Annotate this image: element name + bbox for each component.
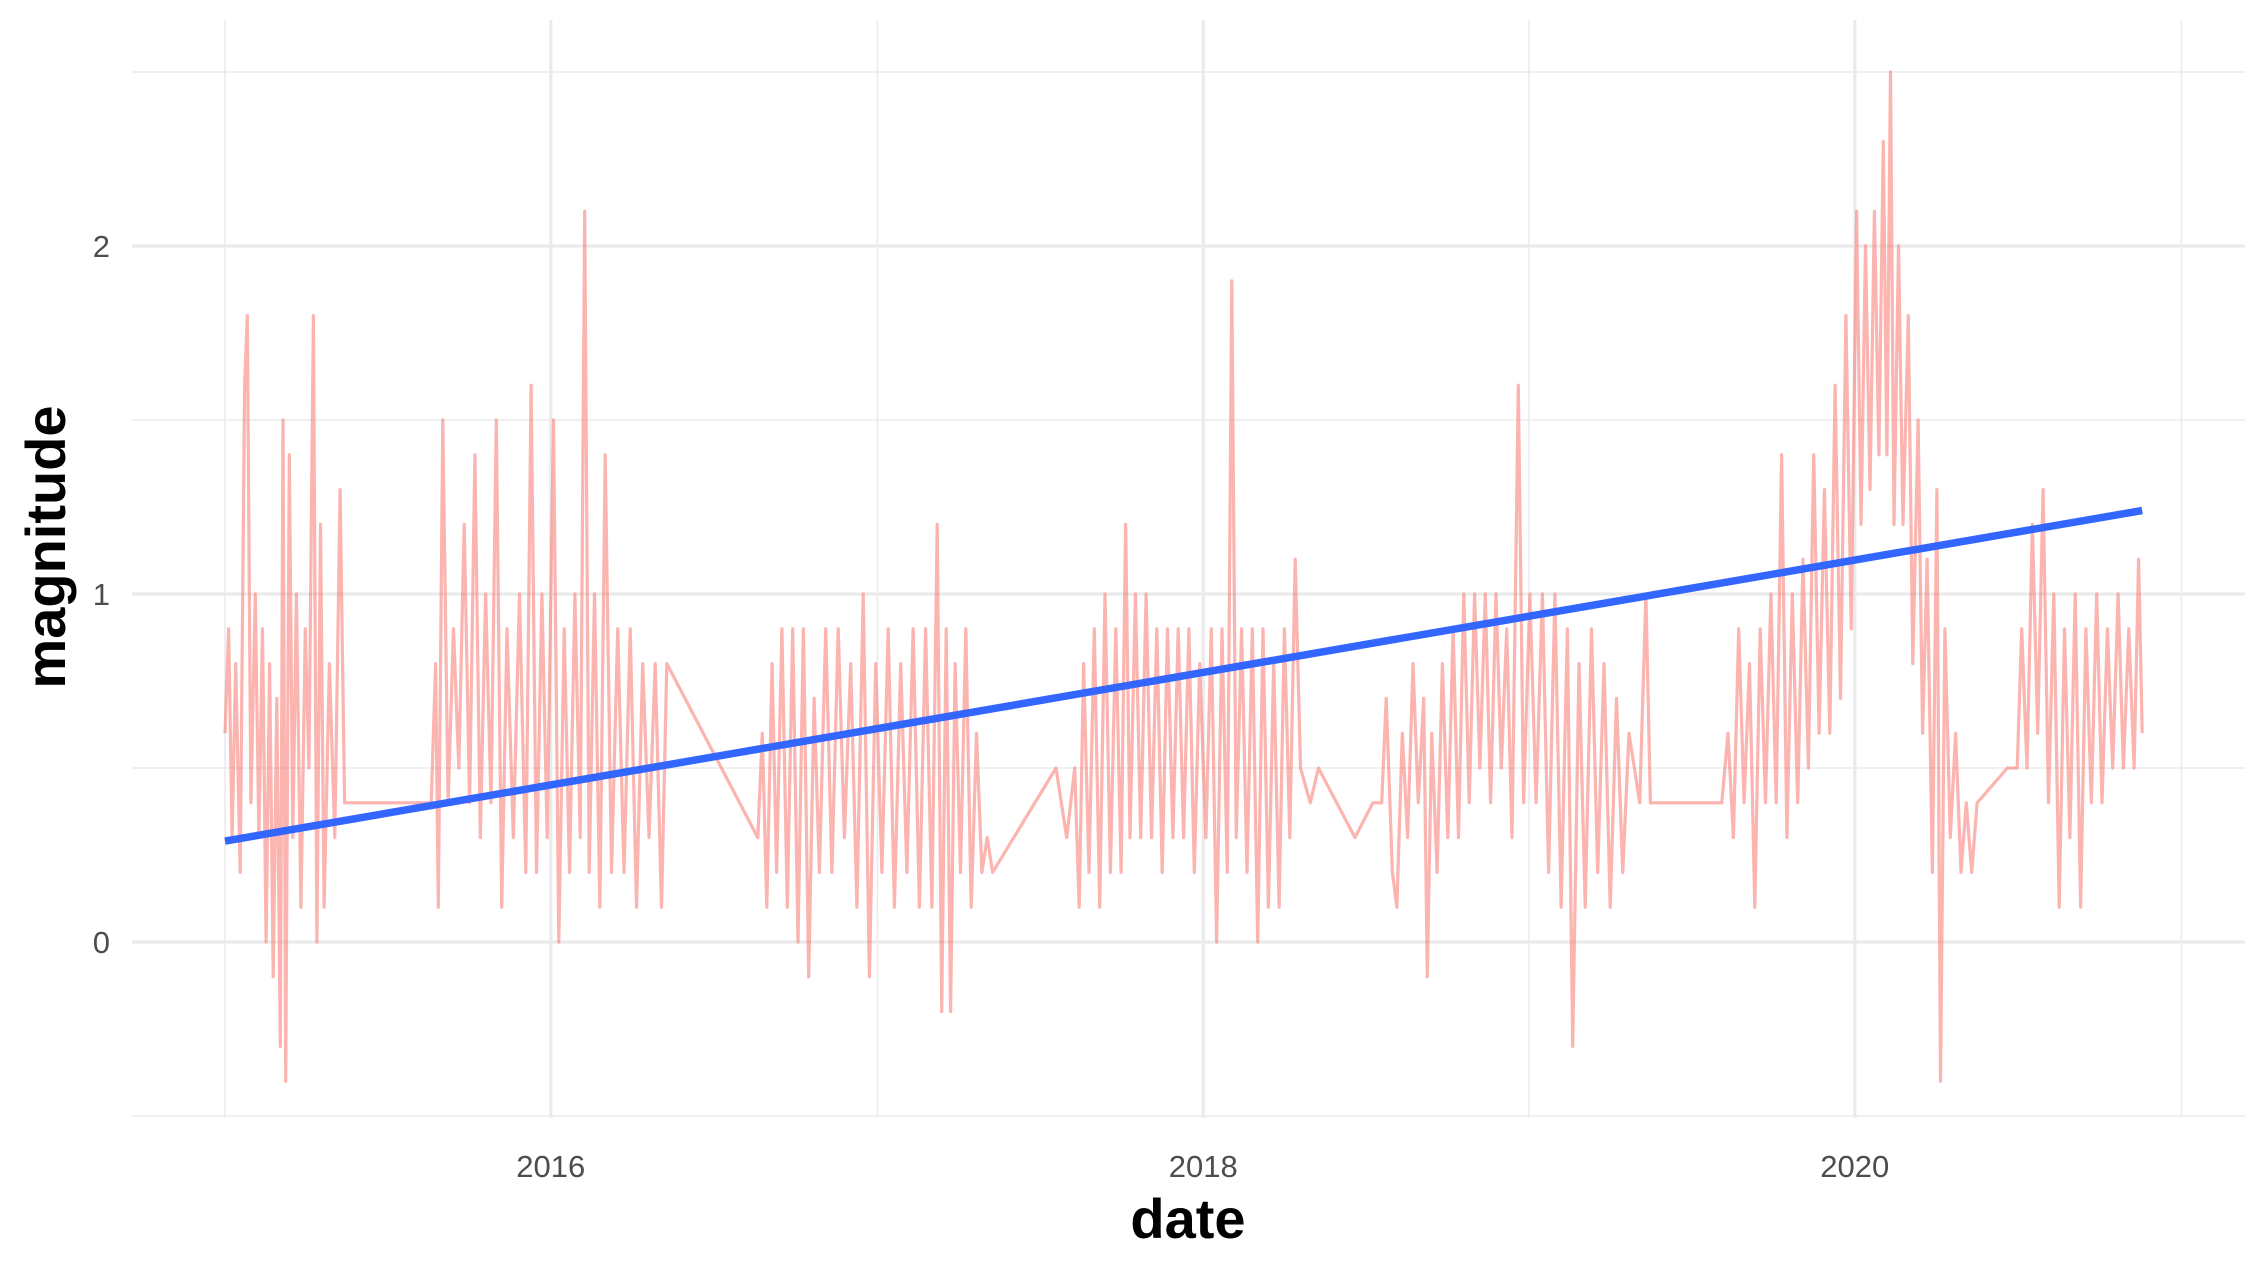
magnitude-series-line (223, 70, 2144, 1083)
x-axis-title: date (1130, 1187, 1245, 1250)
y-tick-labels: 0 1 2 (93, 229, 110, 960)
x-tick-labels: 2016 2018 2020 (516, 1149, 1889, 1184)
trend-line (224, 506, 2143, 845)
x-tick-label: 2016 (516, 1149, 585, 1184)
y-tick-label: 2 (93, 229, 110, 264)
x-tick-label: 2020 (1820, 1149, 1889, 1184)
series-layer (223, 70, 2144, 1083)
trend-layer (224, 506, 2143, 845)
y-tick-label: 0 (93, 925, 110, 960)
minor-gridlines (132, 20, 2245, 1118)
x-tick-label: 2018 (1169, 1149, 1238, 1184)
y-axis-title: magnitude (14, 405, 77, 688)
y-tick-label: 1 (93, 577, 110, 612)
